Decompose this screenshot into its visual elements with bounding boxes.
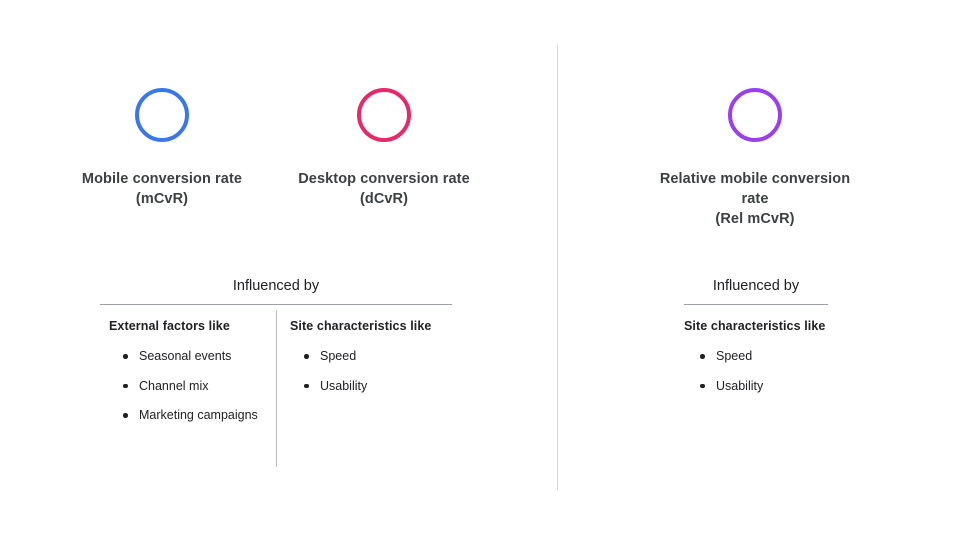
circle-outline-icon-rel-mcvr — [728, 88, 782, 142]
influenced-by-rule-left — [100, 304, 452, 305]
influenced-by-rule-right — [684, 304, 828, 305]
metric-label-line1: Desktop conversion rate — [298, 171, 470, 187]
list-item: Usability — [290, 378, 452, 395]
metric-desktop-conversion-rate: Desktop conversion rate (dCvR) — [274, 88, 494, 209]
influenced-by-panel-left: Influenced by External factors like Seas… — [100, 277, 452, 467]
circle-outline-icon-dcvr — [357, 88, 411, 142]
column-divider — [276, 310, 277, 467]
metric-label-line1: Mobile conversion rate — [81, 171, 243, 187]
circle-outline-icon-mcvr — [135, 88, 189, 142]
metric-mobile-conversion-rate: Mobile conversion rate (mCvR) — [52, 88, 272, 209]
metric-label-line2: (Rel mCvR) — [715, 211, 795, 227]
column-heading: External factors like — [109, 319, 230, 333]
factor-list-external: Seasonal events Channel mix Marketing ca… — [109, 334, 276, 424]
metric-label-line2: (mCvR) — [135, 191, 189, 207]
influence-columns-right: Site characteristics like Speed Usabilit… — [684, 305, 828, 415]
metric-caption-mcvr: Mobile conversion rate (mCvR) — [52, 169, 272, 209]
list-item: Speed — [290, 348, 452, 365]
influence-column-external-factors: External factors like Seasonal events Ch… — [100, 305, 276, 467]
influence-columns-left: External factors like Seasonal events Ch… — [100, 305, 452, 467]
center-divider — [557, 45, 558, 490]
factor-list-site: Speed Usability — [290, 334, 452, 394]
list-item: Marketing campaigns — [109, 407, 276, 424]
influenced-by-panel-right: Influenced by Site characteristics like … — [684, 277, 828, 415]
list-item: Seasonal events — [109, 348, 276, 365]
list-item: Speed — [684, 348, 828, 365]
metric-relative-mobile-conversion-rate: Relative mobile conversion rate (Rel mCv… — [645, 88, 865, 229]
factor-list-site-right: Speed Usability — [684, 334, 828, 394]
influence-column-site-characteristics: Site characteristics like Speed Usabilit… — [276, 305, 452, 467]
column-heading: Site characteristics like — [684, 319, 826, 333]
list-item: Channel mix — [109, 378, 276, 395]
influence-column-site-characteristics-right: Site characteristics like Speed Usabilit… — [684, 305, 828, 415]
influenced-by-title-right: Influenced by — [712, 278, 800, 294]
metric-label-line1: Relative mobile conversion rate — [659, 171, 851, 207]
metric-caption-dcvr: Desktop conversion rate (dCvR) — [274, 169, 494, 209]
influenced-by-title-left: Influenced by — [232, 278, 320, 294]
list-item: Usability — [684, 378, 828, 395]
column-heading: Site characteristics like — [290, 319, 432, 333]
metric-caption-rel-mcvr: Relative mobile conversion rate (Rel mCv… — [645, 169, 865, 229]
metric-label-line2: (dCvR) — [359, 191, 409, 207]
